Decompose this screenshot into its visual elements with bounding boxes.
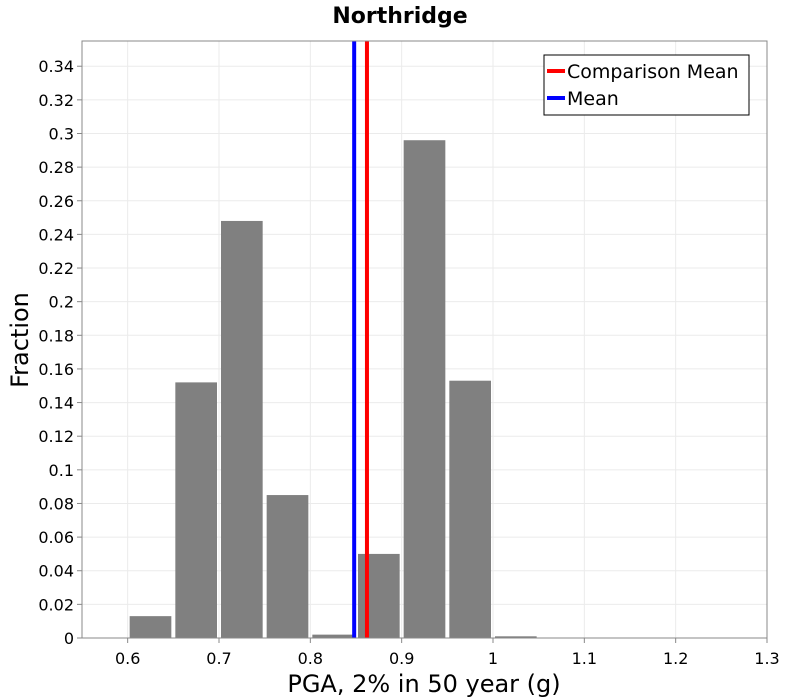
- x-tick-label: 1.3: [754, 649, 779, 668]
- y-tick-label: 0.28: [38, 158, 74, 177]
- axis-ticks: 0 0.02 0.04 0.06 0.08 0.1 0.12 0.14 0.16 0.18 0.2 0…: [38, 57, 779, 668]
- y-tick-label: 0.16: [38, 360, 74, 379]
- y-tick-label: 0.06: [38, 528, 74, 547]
- histogram-bar: [358, 553, 400, 638]
- legend: Comparison Mean Mean: [543, 54, 750, 116]
- y-tick-label: 0.22: [38, 259, 74, 278]
- histogram-bar: [129, 616, 172, 638]
- legend-label-comparison-mean: Comparison Mean: [567, 61, 739, 83]
- x-tick-label: 1.1: [572, 649, 597, 668]
- legend-label-mean: Mean: [567, 88, 619, 110]
- y-tick-label: 0.02: [38, 595, 74, 614]
- y-tick-label: 0.2: [49, 293, 74, 312]
- y-tick-label: 0.24: [38, 225, 74, 244]
- y-tick-label: 0.18: [38, 326, 74, 345]
- y-tick-label: 0.12: [38, 427, 74, 446]
- y-tick-label: 0.04: [38, 562, 74, 581]
- plot-area: [81, 40, 768, 639]
- y-tick-label: 0.14: [38, 394, 74, 413]
- histogram-bar: [175, 382, 217, 638]
- histogram-bar: [495, 636, 537, 638]
- x-tick-label: 0.7: [206, 649, 231, 668]
- histogram-bar: [312, 634, 354, 638]
- legend-box: [543, 54, 750, 116]
- histogram-bar: [266, 495, 309, 638]
- x-tick-label: 1.2: [663, 649, 688, 668]
- y-axis-label: Fraction: [6, 292, 34, 388]
- x-tick-label: 0.6: [115, 649, 140, 668]
- histogram-bars: [129, 140, 537, 638]
- y-tick-label: 0.1: [49, 461, 74, 480]
- histogram-bar: [221, 220, 263, 638]
- mean-lines: [352, 41, 369, 638]
- y-tick-label: 0.3: [49, 124, 74, 143]
- x-tick-label: 1: [488, 649, 498, 668]
- y-tick-label: 0: [64, 629, 74, 648]
- x-tick-label: 0.8: [298, 649, 323, 668]
- y-tick-label: 0.08: [38, 494, 74, 513]
- histogram-bar: [449, 380, 491, 638]
- chart-title: Northridge: [332, 4, 467, 29]
- y-tick-label: 0.34: [38, 57, 74, 76]
- histogram-bar: [403, 140, 446, 638]
- y-tick-label: 0.32: [38, 91, 74, 110]
- x-tick-label: 0.9: [389, 649, 414, 668]
- y-tick-label: 0.26: [38, 192, 74, 211]
- x-axis-label: PGA, 2% in 50 year (g): [287, 670, 560, 698]
